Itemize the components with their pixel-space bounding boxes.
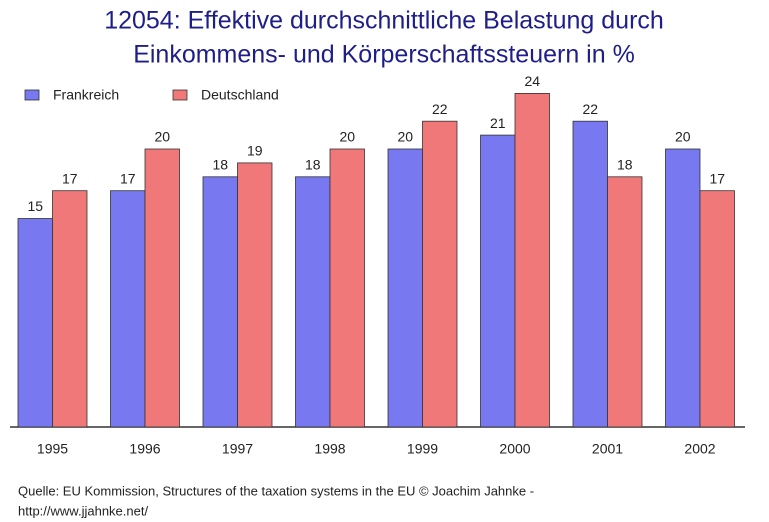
bar [607,176,643,428]
data-label: 18 [617,157,633,173]
data-label: 22 [432,101,448,117]
bar [422,120,458,428]
x-tick-label: 1999 [407,441,438,457]
data-label: 20 [339,129,355,145]
x-tick-label: 1995 [37,441,68,457]
data-label: 18 [212,157,228,173]
bar [17,218,53,428]
bar [237,162,273,428]
x-tick-label: 1998 [314,441,345,457]
legend-swatch [172,89,188,101]
bar [480,134,516,428]
bar [144,148,180,428]
x-tick-label: 2000 [499,441,530,457]
chart-title: Einkommens- und Körperschaftssteuern in … [133,41,635,69]
data-label: 24 [524,73,540,89]
data-label: 20 [154,129,170,145]
x-tick-label: 1997 [222,441,253,457]
x-tick-label: 2001 [592,441,623,457]
legend-label: Deutschland [201,87,279,103]
data-label: 15 [27,198,43,214]
data-label: 17 [120,170,136,186]
data-label: 17 [62,170,78,186]
bar [202,176,238,428]
bar [52,190,88,428]
data-label: 21 [490,115,506,131]
data-label: 20 [397,129,413,145]
x-tick-label: 2002 [684,441,715,457]
bar [387,148,423,428]
bar [665,148,701,428]
data-label: 17 [709,170,725,186]
chart-title: 12054: Effektive durchschnittliche Belas… [104,7,664,35]
bar [110,190,146,428]
bar [699,190,735,428]
data-label: 18 [305,157,321,173]
bar [572,120,608,428]
legend-swatch [24,89,40,101]
data-label: 19 [247,143,263,159]
bar [295,176,331,428]
source: http://www.jjahnke.net/ [18,503,148,518]
source: Quelle: EU Kommission, Structures of the… [18,483,534,498]
data-label: 20 [675,129,691,145]
bar [514,93,550,428]
x-tick-label: 1996 [129,441,160,457]
bar [329,148,365,428]
legend-label: Frankreich [53,87,119,103]
data-label: 22 [582,101,598,117]
